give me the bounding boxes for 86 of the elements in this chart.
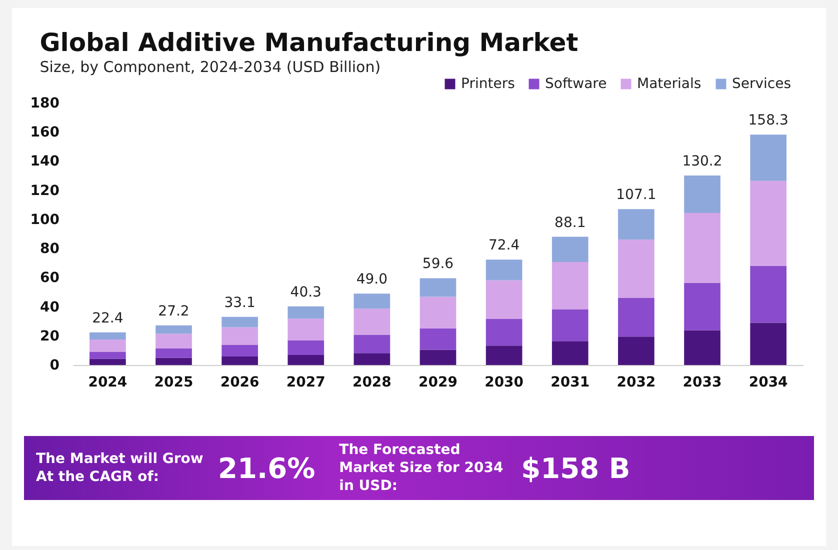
total-label: 107.1 xyxy=(616,187,656,204)
text: $158 B xyxy=(521,452,630,484)
total-label: 27.2 xyxy=(158,303,190,320)
y-tick-label: 60 xyxy=(40,270,60,286)
bar xyxy=(156,325,192,334)
x-tick-label: 2030 xyxy=(484,374,524,390)
x-tick-label: 2025 xyxy=(154,374,194,390)
bar xyxy=(354,353,390,365)
bar xyxy=(222,356,258,365)
bar xyxy=(288,306,324,319)
bar xyxy=(222,316,258,328)
x-tick-label: 2029 xyxy=(418,374,458,390)
chart-title: Global Additive Manufacturing Market xyxy=(40,28,578,57)
total-label: 33.1 xyxy=(224,294,256,311)
legend-label: Materials xyxy=(637,76,702,92)
y-tick-label: 0 xyxy=(50,358,60,374)
y-tick-label: 100 xyxy=(30,212,60,228)
legend-label: Services xyxy=(732,76,792,92)
bar xyxy=(486,280,522,320)
bar xyxy=(486,319,522,346)
total-label: 88.1 xyxy=(554,214,586,231)
x-tick-label: 2027 xyxy=(286,374,326,390)
bar xyxy=(222,345,258,357)
y-tick-label: 160 xyxy=(30,124,60,141)
bar xyxy=(354,294,390,309)
x-tick-label: 2031 xyxy=(550,374,590,390)
bar xyxy=(618,209,654,240)
bar xyxy=(552,262,588,310)
bar xyxy=(420,328,456,350)
bar xyxy=(90,332,126,340)
bar xyxy=(90,340,126,352)
bar xyxy=(288,354,324,365)
bar xyxy=(750,322,786,365)
y-tick-label: 180 xyxy=(30,96,60,112)
total-label: 158.3 xyxy=(748,112,788,129)
bar xyxy=(684,213,720,283)
bar xyxy=(354,334,390,354)
y-tick-label: 20 xyxy=(40,328,60,344)
y-tick-label: 120 xyxy=(30,182,60,199)
x-tick-label: 2026 xyxy=(220,374,260,390)
text: The Forecasted Market Size for 2034 in USD: xyxy=(339,441,504,495)
bar xyxy=(420,296,456,328)
total-label: 59.6 xyxy=(422,256,454,272)
bar xyxy=(90,352,126,359)
bar xyxy=(684,330,720,365)
bar xyxy=(156,358,192,365)
bar xyxy=(684,175,720,214)
x-tick-label: 2034 xyxy=(748,374,788,390)
text: The Market will Grow At the CAGR of: xyxy=(36,450,204,486)
bar xyxy=(750,180,786,266)
bar xyxy=(90,358,126,365)
total-label: 40.3 xyxy=(290,284,322,300)
total-label: 22.4 xyxy=(92,310,124,326)
bar xyxy=(222,327,258,346)
bar xyxy=(288,318,324,340)
bar xyxy=(288,340,324,355)
bar xyxy=(156,348,192,358)
bar xyxy=(552,309,588,342)
legend-label: Printers xyxy=(461,76,515,92)
bar xyxy=(486,346,522,365)
x-tick-label: 2033 xyxy=(682,374,722,390)
bar xyxy=(486,260,522,280)
bar xyxy=(684,282,720,330)
y-tick-label: 140 xyxy=(30,154,60,170)
bar xyxy=(750,134,786,181)
total-label: 49.0 xyxy=(356,272,388,288)
bar xyxy=(420,278,456,297)
bar xyxy=(156,334,192,349)
bar xyxy=(552,236,588,262)
bar xyxy=(354,308,390,335)
bar xyxy=(420,350,456,365)
x-tick-label: 2028 xyxy=(352,374,392,390)
bar xyxy=(750,266,786,323)
y-tick-label: 80 xyxy=(40,241,60,258)
bar xyxy=(618,298,654,337)
bar xyxy=(618,240,654,298)
bar xyxy=(618,336,654,365)
chart-subtitle: Size, by Component, 2024-2034 (USD Billion) xyxy=(40,58,381,76)
legend-label: Software xyxy=(545,76,607,92)
y-tick-label: 40 xyxy=(40,299,60,316)
bar xyxy=(552,341,588,365)
total-label: 130.2 xyxy=(682,153,722,170)
x-tick-label: 2032 xyxy=(616,374,656,390)
x-tick-label: 2024 xyxy=(88,374,128,390)
total-label: 72.4 xyxy=(488,238,520,254)
text: 21.6% xyxy=(218,452,316,484)
